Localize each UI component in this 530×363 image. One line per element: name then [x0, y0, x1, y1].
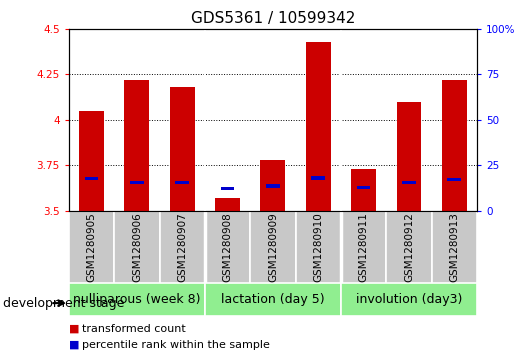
Bar	[85, 177, 99, 180]
FancyBboxPatch shape	[160, 211, 205, 283]
Title: GDS5361 / 10599342: GDS5361 / 10599342	[191, 12, 355, 26]
Text: GSM1280911: GSM1280911	[359, 212, 369, 282]
Text: GSM1280910: GSM1280910	[313, 212, 323, 282]
FancyBboxPatch shape	[431, 211, 477, 283]
Bar	[442, 80, 467, 211]
Text: GSM1280913: GSM1280913	[449, 212, 460, 282]
Bar	[221, 187, 234, 190]
Text: GSM1280908: GSM1280908	[223, 212, 233, 282]
FancyBboxPatch shape	[341, 283, 477, 316]
Text: lactation (day 5): lactation (day 5)	[221, 293, 325, 306]
Text: GSM1280905: GSM1280905	[86, 212, 96, 282]
Bar	[170, 87, 195, 211]
Bar	[79, 111, 104, 211]
Bar	[260, 160, 286, 211]
Bar	[130, 181, 144, 184]
Bar	[125, 80, 149, 211]
Text: ■: ■	[69, 323, 80, 334]
Bar	[306, 42, 331, 211]
Text: GSM1280912: GSM1280912	[404, 212, 414, 282]
Bar	[215, 198, 240, 211]
Bar	[402, 181, 416, 184]
Text: involution (day3): involution (day3)	[356, 293, 462, 306]
Bar	[175, 181, 189, 184]
FancyBboxPatch shape	[250, 211, 296, 283]
FancyBboxPatch shape	[296, 211, 341, 283]
FancyBboxPatch shape	[69, 283, 205, 316]
Text: GSM1280907: GSM1280907	[177, 212, 187, 282]
FancyBboxPatch shape	[205, 283, 341, 316]
Bar	[357, 186, 370, 189]
Bar	[312, 176, 325, 179]
Bar	[447, 178, 461, 181]
Bar	[396, 102, 421, 211]
Text: nulliparous (week 8): nulliparous (week 8)	[73, 293, 201, 306]
FancyBboxPatch shape	[341, 211, 386, 283]
FancyBboxPatch shape	[386, 211, 431, 283]
Bar	[351, 169, 376, 211]
Bar	[266, 184, 280, 188]
FancyBboxPatch shape	[205, 211, 250, 283]
Text: transformed count: transformed count	[82, 323, 186, 334]
FancyBboxPatch shape	[114, 211, 160, 283]
Text: percentile rank within the sample: percentile rank within the sample	[82, 340, 270, 350]
Text: GSM1280906: GSM1280906	[132, 212, 142, 282]
Text: GSM1280909: GSM1280909	[268, 212, 278, 282]
Text: ■: ■	[69, 340, 80, 350]
FancyBboxPatch shape	[69, 211, 114, 283]
Text: development stage: development stage	[3, 297, 124, 310]
